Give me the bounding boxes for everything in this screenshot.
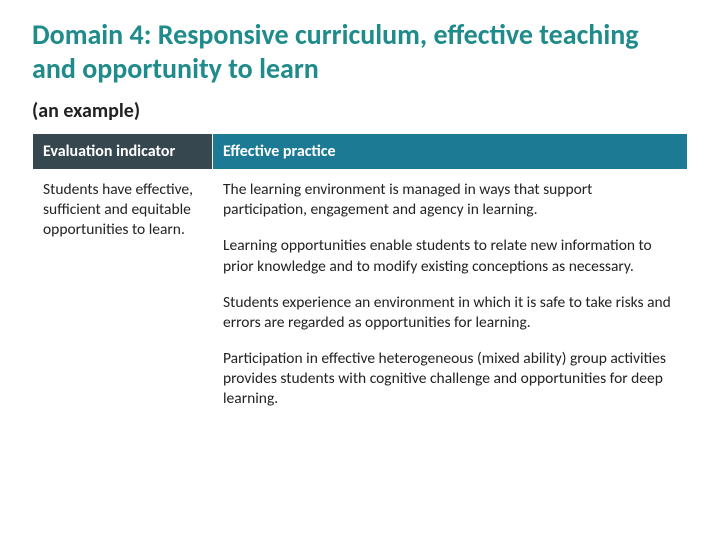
indicator-cell: Students have effective, sufficient and … bbox=[33, 170, 213, 420]
practice-paragraph: Participation in effective heterogeneous… bbox=[223, 349, 677, 409]
practice-paragraph: Learning opportunities enable students t… bbox=[223, 236, 677, 276]
subtitle: (an example) bbox=[32, 99, 688, 123]
practice-paragraph: The learning environment is managed in w… bbox=[223, 180, 677, 220]
practice-paragraph: Students experience an environment in wh… bbox=[223, 293, 677, 333]
slide: Domain 4: Responsive curriculum, effecti… bbox=[0, 0, 720, 540]
practice-cell: The learning environment is managed in w… bbox=[213, 170, 688, 420]
column-header-practice: Effective practice bbox=[213, 134, 688, 170]
column-header-indicator: Evaluation indicator bbox=[33, 134, 213, 170]
page-title: Domain 4: Responsive curriculum, effecti… bbox=[32, 18, 688, 85]
table-row: Students have effective, sufficient and … bbox=[33, 170, 688, 420]
table-header-row: Evaluation indicator Effective practice bbox=[33, 134, 688, 170]
evaluation-table: Evaluation indicator Effective practice … bbox=[32, 133, 688, 420]
